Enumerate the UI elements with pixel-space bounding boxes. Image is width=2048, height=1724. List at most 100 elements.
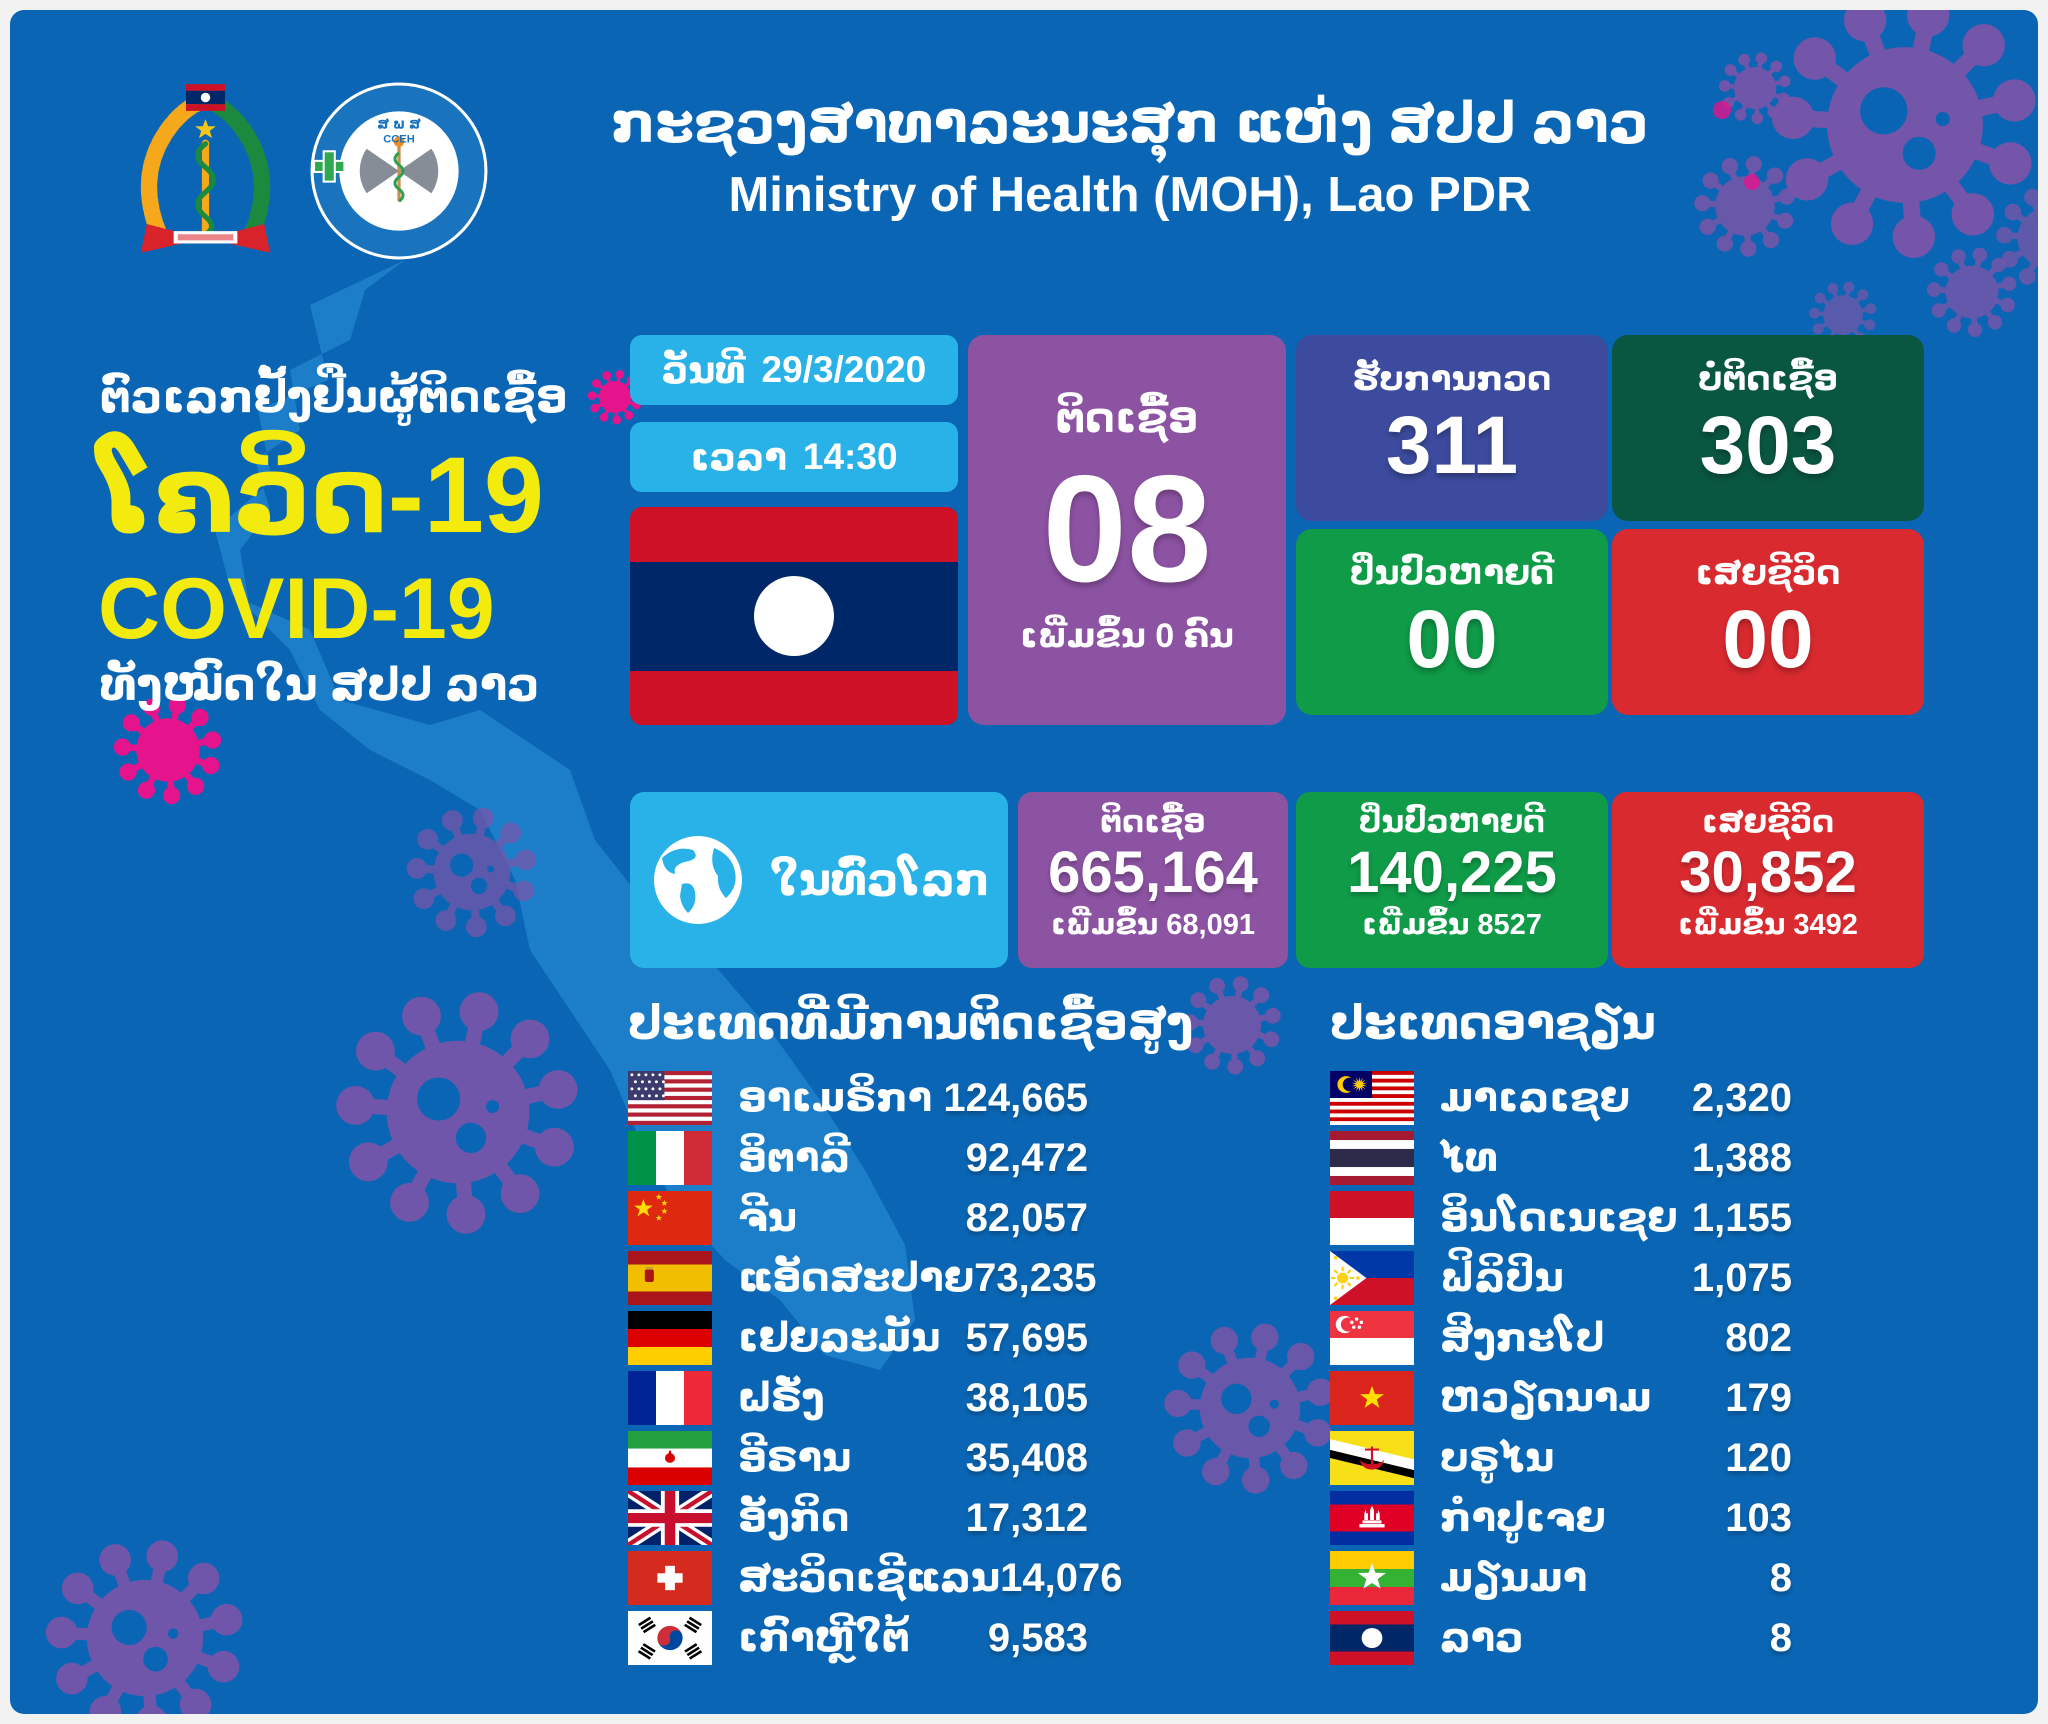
country-cases: 1,075 — [1691, 1255, 1792, 1300]
flag-france-icon — [628, 1371, 712, 1425]
tested-value: 311 — [1385, 400, 1519, 491]
world-deaths-card: ເສຍຊີວິດ 30,852 ເພີ່ມຂຶ້ນ 3492 — [1612, 792, 1924, 968]
flag-indonesia-icon — [1330, 1191, 1414, 1245]
flag-italy-icon — [628, 1131, 712, 1185]
country-name: ແອັດສະປາຍ — [738, 1256, 975, 1300]
country-name: ອິຕາລີ — [738, 1136, 851, 1180]
cceh-logo: ສ ພ ສ CCEH — [308, 80, 490, 262]
country-row: ຈີນ 82,057 — [628, 1188, 1088, 1248]
country-cases: 82,057 — [965, 1195, 1088, 1240]
flag-germany-icon — [628, 1311, 712, 1365]
world-infected-value: 665,164 — [1048, 840, 1258, 905]
country-row: ບຣູໄນ 120 — [1330, 1428, 1792, 1488]
country-name: ລາວ — [1440, 1616, 1524, 1660]
world-infected-increase: ເພີ່ມຂຶ້ນ 68,091 — [1051, 908, 1255, 941]
country-row: ຫວຽດນາມ 179 — [1330, 1368, 1792, 1428]
subtitle-text: ຕົວເລກຢັ້ງຢືນຜູ້ຕິດເຊື້ອ — [100, 372, 568, 422]
country-row: ອິນໂດເນເຊຍ 1,155 — [1330, 1188, 1792, 1248]
country-name: ມຽນມາ — [1440, 1556, 1588, 1600]
country-cases: 38,105 — [965, 1375, 1088, 1420]
flag-iran-icon — [628, 1431, 712, 1485]
country-name: ຈີນ — [738, 1196, 797, 1240]
country-name: ສະວິດເຊີແລນ — [738, 1556, 1001, 1600]
laos-flag — [630, 507, 958, 725]
country-row: ອັງກິດ 17,312 — [628, 1488, 1088, 1548]
country-name: ສິງກະໂປ — [1440, 1316, 1605, 1360]
country-name: ກຳປູເຈຍ — [1440, 1496, 1606, 1540]
country-name: ອີຣານ — [738, 1436, 852, 1480]
infected-card: ຕິດເຊື້ອ 08 ເພີ່ມຂຶ້ນ 0 ຄົນ — [968, 335, 1286, 725]
deaths-value: 00 — [1722, 594, 1814, 685]
country-name: ອັງກິດ — [738, 1496, 850, 1540]
flag-china-icon — [628, 1191, 712, 1245]
country-row: ອິຕາລີ 92,472 — [628, 1128, 1088, 1188]
country-row: ມາເລເຊຍ 2,320 — [1330, 1068, 1792, 1128]
report-date-box: ວັນທີ 29/3/2020 — [630, 335, 958, 405]
country-row: ຟິລິປິນ 1,075 — [1330, 1248, 1792, 1308]
deaths-card: ເສຍຊີວິດ 00 — [1612, 529, 1924, 715]
infected-value: 08 — [1042, 444, 1212, 614]
world-infected-card: ຕິດເຊື້ອ 665,164 ເພີ່ມຂຶ້ນ 68,091 — [1018, 792, 1288, 968]
country-name: ຟິລິປິນ — [1440, 1256, 1564, 1300]
country-name: ບຣູໄນ — [1440, 1436, 1555, 1480]
world-recovered-value: 140,225 — [1347, 840, 1557, 905]
covid-title-english: COVID-19 — [98, 561, 495, 657]
country-row: ຝຣັ່ງ 38,105 — [628, 1368, 1088, 1428]
flag-myanmar-icon — [1330, 1551, 1414, 1605]
country-cases: 92,472 — [965, 1135, 1088, 1180]
flag-switzerland-icon — [628, 1551, 712, 1605]
country-row: ສະວິດເຊີແລນ 14,076 — [628, 1548, 1122, 1608]
date-label: ວັນທີ — [661, 349, 746, 391]
time-value: 14:30 — [802, 436, 898, 477]
world-deaths-value: 30,852 — [1679, 840, 1857, 905]
country-name: ອາເມຣິກາ — [738, 1076, 933, 1120]
country-name: ມາເລເຊຍ — [1440, 1076, 1631, 1120]
country-name: ອິນໂດເນເຊຍ — [1440, 1196, 1678, 1240]
country-row: ແອັດສະປາຍ 73,235 — [628, 1248, 1096, 1308]
flag-brunei-icon — [1330, 1431, 1414, 1485]
worldwide-label: ໃນທົ່ວໂລກ — [770, 855, 990, 905]
country-row: ລາວ 8 — [1330, 1608, 1792, 1668]
header-titles: ກະຊວງສາທາລະນະສຸກ ແຫ່ງ ສປປ ລາວ Ministry o… — [540, 88, 1720, 225]
world-deaths-increase: ເພີ່ມຂຶ້ນ 3492 — [1678, 908, 1858, 941]
country-cases: 14,076 — [1000, 1555, 1123, 1600]
country-cases: 73,235 — [974, 1255, 1097, 1300]
country-cases: 9,583 — [987, 1615, 1088, 1660]
negative-label: ບໍ່ຕິດເຊື້ອ — [1697, 360, 1839, 398]
country-cases: 1,155 — [1691, 1195, 1792, 1240]
flag-laos-icon — [1330, 1611, 1414, 1665]
country-row: ເຢຍລະມັນ 57,695 — [628, 1308, 1088, 1368]
covid-title-lao: ໂຄວິດ-19 — [98, 434, 544, 555]
flag-us-icon — [628, 1071, 712, 1125]
country-cases: 35,408 — [965, 1435, 1088, 1480]
country-cases: 103 — [1725, 1495, 1792, 1540]
world-recovered-card: ປິ່ນປົວຫາຍດີ 140,225 ເພີ່ມຂຶ້ນ 8527 — [1296, 792, 1608, 968]
deaths-label: ເສຍຊີວິດ — [1695, 554, 1841, 592]
country-cases: 802 — [1725, 1315, 1792, 1360]
country-cases: 2,320 — [1691, 1075, 1792, 1120]
flag-philippines-icon — [1330, 1251, 1414, 1305]
top-countries-heading: ປະເທດທີ່ມີການຕິດເຊື້ອສູງ — [628, 996, 1194, 1049]
background-decoration — [45, 10, 2038, 1714]
flag-south-korea-icon — [628, 1611, 712, 1665]
flag-singapore-icon — [1330, 1311, 1414, 1365]
title-english: Ministry of Health (MOH), Lao PDR — [728, 168, 1532, 222]
time-label: ເວລາ — [690, 436, 787, 478]
asean-countries-heading: ປະເທດອາຊຽນ — [1330, 996, 1656, 1049]
top-countries-list: ອາເມຣິກາ 124,665 ອິຕາລີ 92,472 ຈີນ 82,057 ແອັດ… — [628, 1068, 1122, 1668]
green-cross-icon — [313, 150, 346, 183]
flag-stripe-red-bottom — [630, 670, 958, 725]
recovered-card: ປິ່ນປົວຫາຍດີ 00 — [1296, 529, 1608, 715]
title-lao: ກະຊວງສາທາລະນະສຸກ ແຫ່ງ ສປປ ລາວ — [611, 91, 1649, 154]
country-row: ມຽນມາ 8 — [1330, 1548, 1792, 1608]
country-name: ຫວຽດນາມ — [1440, 1376, 1652, 1420]
country-cases: 179 — [1725, 1375, 1792, 1420]
country-row: ກຳປູເຈຍ 103 — [1330, 1488, 1792, 1548]
country-cases: 57,695 — [965, 1315, 1088, 1360]
flag-stripe-red-top — [630, 507, 958, 562]
world-recovered-increase: ເພີ່ມຂຶ້ນ 8527 — [1362, 908, 1542, 941]
confirmed-cases-subtitle: ຕົວເລກຢັ້ງຢືນຜູ້ຕິດເຊື້ອ — [100, 368, 644, 426]
infected-label: ຕິດເຊື້ອ — [1055, 394, 1199, 441]
cceh-label: CCEH — [383, 134, 414, 146]
